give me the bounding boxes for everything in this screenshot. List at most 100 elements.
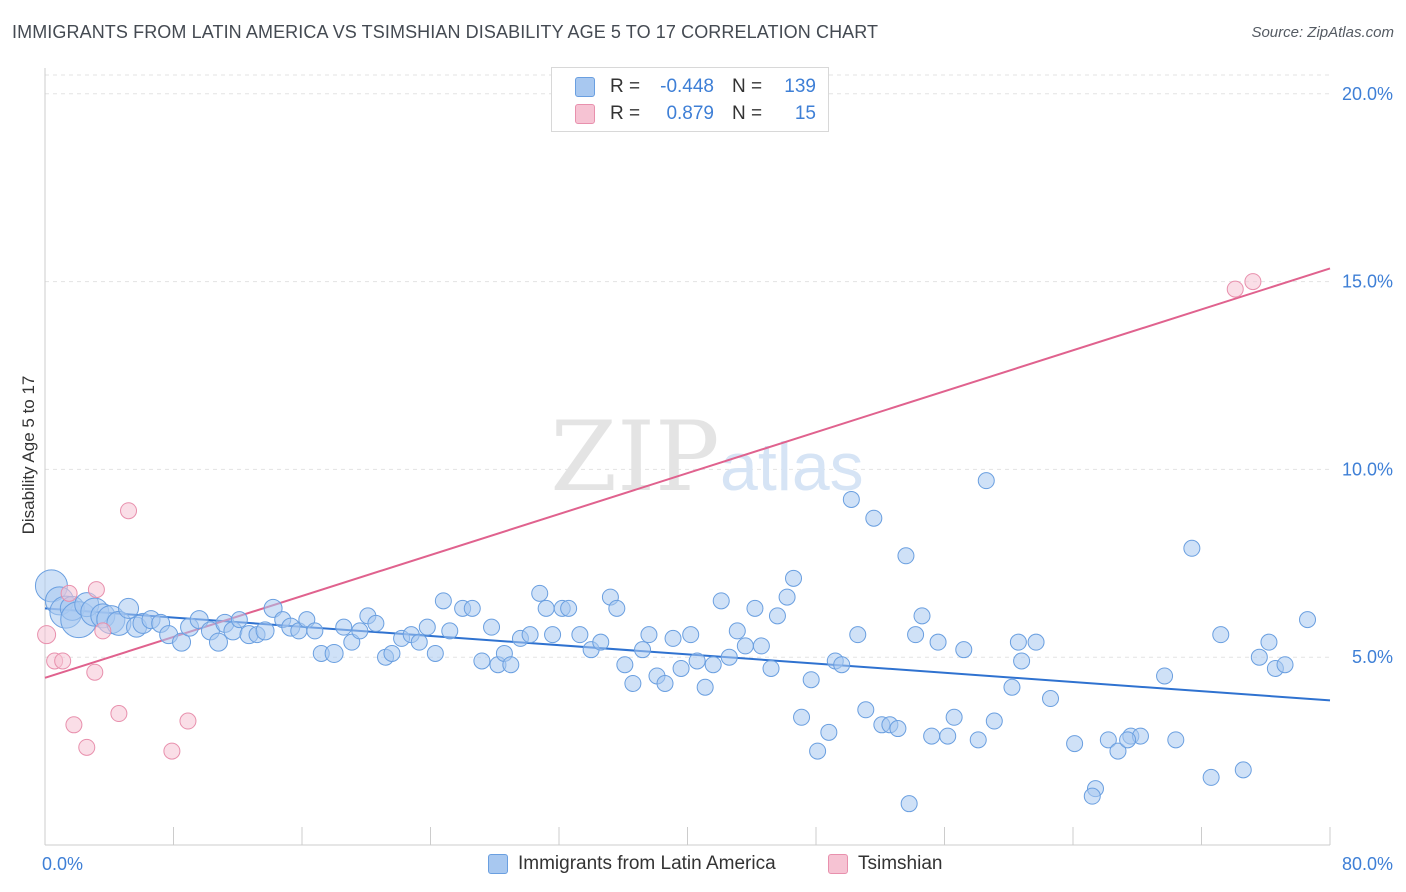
legend-n-value: 139 [784, 76, 816, 97]
x-tick-label: 80.0% [1342, 854, 1393, 874]
data-point-immigrants [1250, 648, 1268, 666]
legend-swatch-pink [828, 854, 848, 874]
data-point-immigrants [383, 644, 401, 662]
correlation-legend: R = -0.448 N = 139 R = 0.879 N = 15 [551, 67, 829, 132]
data-point-immigrants [118, 597, 140, 619]
data-point-immigrants [640, 626, 658, 644]
data-point-immigrants [521, 626, 539, 644]
series-immigrants-points [34, 472, 1317, 813]
data-point-immigrants [306, 622, 324, 640]
data-point-immigrants [1027, 633, 1045, 651]
data-point-immigrants [634, 641, 652, 659]
data-point-immigrants [977, 472, 995, 490]
data-point-tsimshian [65, 716, 83, 734]
data-point-immigrants [1202, 768, 1220, 786]
data-point-immigrants [833, 656, 851, 674]
y-tick-label: 5.0% [1352, 647, 1393, 667]
legend-r-label: R = [610, 76, 641, 97]
chart-source: Source: ZipAtlas.com [1251, 24, 1394, 41]
data-point-tsimshian [120, 502, 138, 520]
data-point-immigrants [664, 629, 682, 647]
data-point-tsimshian [37, 625, 57, 645]
data-point-immigrants [426, 644, 444, 662]
legend-swatch-pink [575, 104, 595, 124]
data-point-immigrants [785, 569, 803, 587]
data-point-immigrants [1042, 690, 1060, 708]
data-point-immigrants [189, 610, 209, 630]
legend-row-tsimshian: R = 0.879 N = 15 [552, 100, 828, 128]
legend-r-value: -0.448 [660, 76, 714, 97]
data-point-tsimshian [1226, 280, 1244, 298]
data-point-immigrants [335, 618, 353, 636]
data-point-immigrants [1066, 735, 1084, 753]
data-point-immigrants [809, 742, 827, 760]
data-point-immigrants [923, 727, 941, 745]
trend-line-tsimshian [44, 267, 1331, 679]
data-point-immigrants [560, 599, 578, 617]
data-point-immigrants [793, 708, 811, 726]
data-point-immigrants [1276, 656, 1294, 674]
data-point-immigrants [672, 659, 690, 677]
data-point-immigrants [849, 626, 867, 644]
data-point-immigrants [624, 674, 642, 692]
data-point-immigrants [712, 592, 730, 610]
series-legend: Immigrants from Latin America Tsimshian [0, 852, 1406, 878]
legend-row-immigrants: R = -0.448 N = 139 [552, 73, 828, 101]
data-point-immigrants [1156, 667, 1174, 685]
data-point-immigrants [531, 584, 549, 602]
grid-lines [45, 74, 1330, 658]
data-point-immigrants [728, 622, 746, 640]
data-point-immigrants [762, 659, 780, 677]
series-tsimshian-points [37, 273, 1262, 760]
watermark-zip: ZIP [550, 401, 719, 513]
legend-r-label: R = [610, 103, 641, 124]
data-point-tsimshian [163, 742, 181, 760]
x-tick-label: 0.0% [42, 854, 83, 874]
data-point-tsimshian [1244, 273, 1262, 291]
data-point-immigrants [1167, 731, 1185, 749]
data-point-immigrants [483, 618, 501, 636]
data-point-tsimshian [86, 663, 104, 681]
data-point-immigrants [696, 678, 714, 696]
data-point-immigrants [463, 599, 481, 617]
data-point-immigrants [1003, 678, 1021, 696]
data-point-immigrants [897, 547, 915, 565]
data-point-immigrants [571, 626, 589, 644]
data-point-immigrants [1013, 652, 1031, 670]
data-point-immigrants [255, 621, 275, 641]
data-point-immigrants [1109, 742, 1127, 760]
legend-n-value: 15 [794, 103, 816, 124]
data-point-immigrants [473, 652, 491, 670]
data-point-immigrants [502, 656, 520, 674]
axes: 5.0% 10.0% 15.0% 20.0% 0.0% 80.0% [42, 68, 1393, 874]
data-point-immigrants [929, 633, 947, 651]
data-point-immigrants [736, 637, 754, 655]
data-point-tsimshian [78, 738, 96, 756]
legend-swatch-blue [488, 854, 508, 874]
data-point-immigrants [1183, 539, 1201, 557]
data-point-immigrants [1212, 626, 1230, 644]
data-point-tsimshian [60, 584, 78, 602]
watermark: ZIP atlas [550, 401, 863, 513]
data-point-immigrants [913, 607, 931, 625]
data-point-immigrants [616, 656, 634, 674]
y-tick-label: 20.0% [1342, 84, 1393, 104]
data-point-immigrants [1119, 731, 1137, 749]
y-axis-label: Disability Age 5 to 17 [19, 376, 38, 535]
data-point-immigrants [441, 622, 459, 640]
data-point-immigrants [230, 611, 248, 629]
data-point-immigrants [351, 622, 369, 640]
data-point-immigrants [410, 633, 428, 651]
data-point-immigrants [720, 648, 738, 666]
data-point-immigrants [537, 599, 555, 617]
data-point-immigrants [746, 599, 764, 617]
y-tick-label: 10.0% [1342, 459, 1393, 479]
data-point-immigrants [688, 652, 706, 670]
data-point-immigrants [955, 641, 973, 659]
data-point-tsimshian [54, 652, 72, 670]
data-point-immigrants [682, 626, 700, 644]
data-point-immigrants [544, 626, 562, 644]
legend-swatch-blue [575, 77, 595, 97]
chart-title: IMMIGRANTS FROM LATIN AMERICA VS TSIMSHI… [12, 22, 879, 42]
data-point-immigrants [778, 588, 796, 606]
